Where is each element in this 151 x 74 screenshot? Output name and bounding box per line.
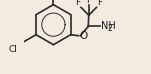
- Text: Cl: Cl: [9, 45, 18, 54]
- Text: F: F: [75, 0, 80, 7]
- Text: NH: NH: [101, 21, 116, 31]
- Text: F: F: [86, 0, 91, 5]
- Text: 2: 2: [108, 24, 113, 33]
- Text: F: F: [97, 0, 102, 7]
- Text: O: O: [79, 31, 87, 41]
